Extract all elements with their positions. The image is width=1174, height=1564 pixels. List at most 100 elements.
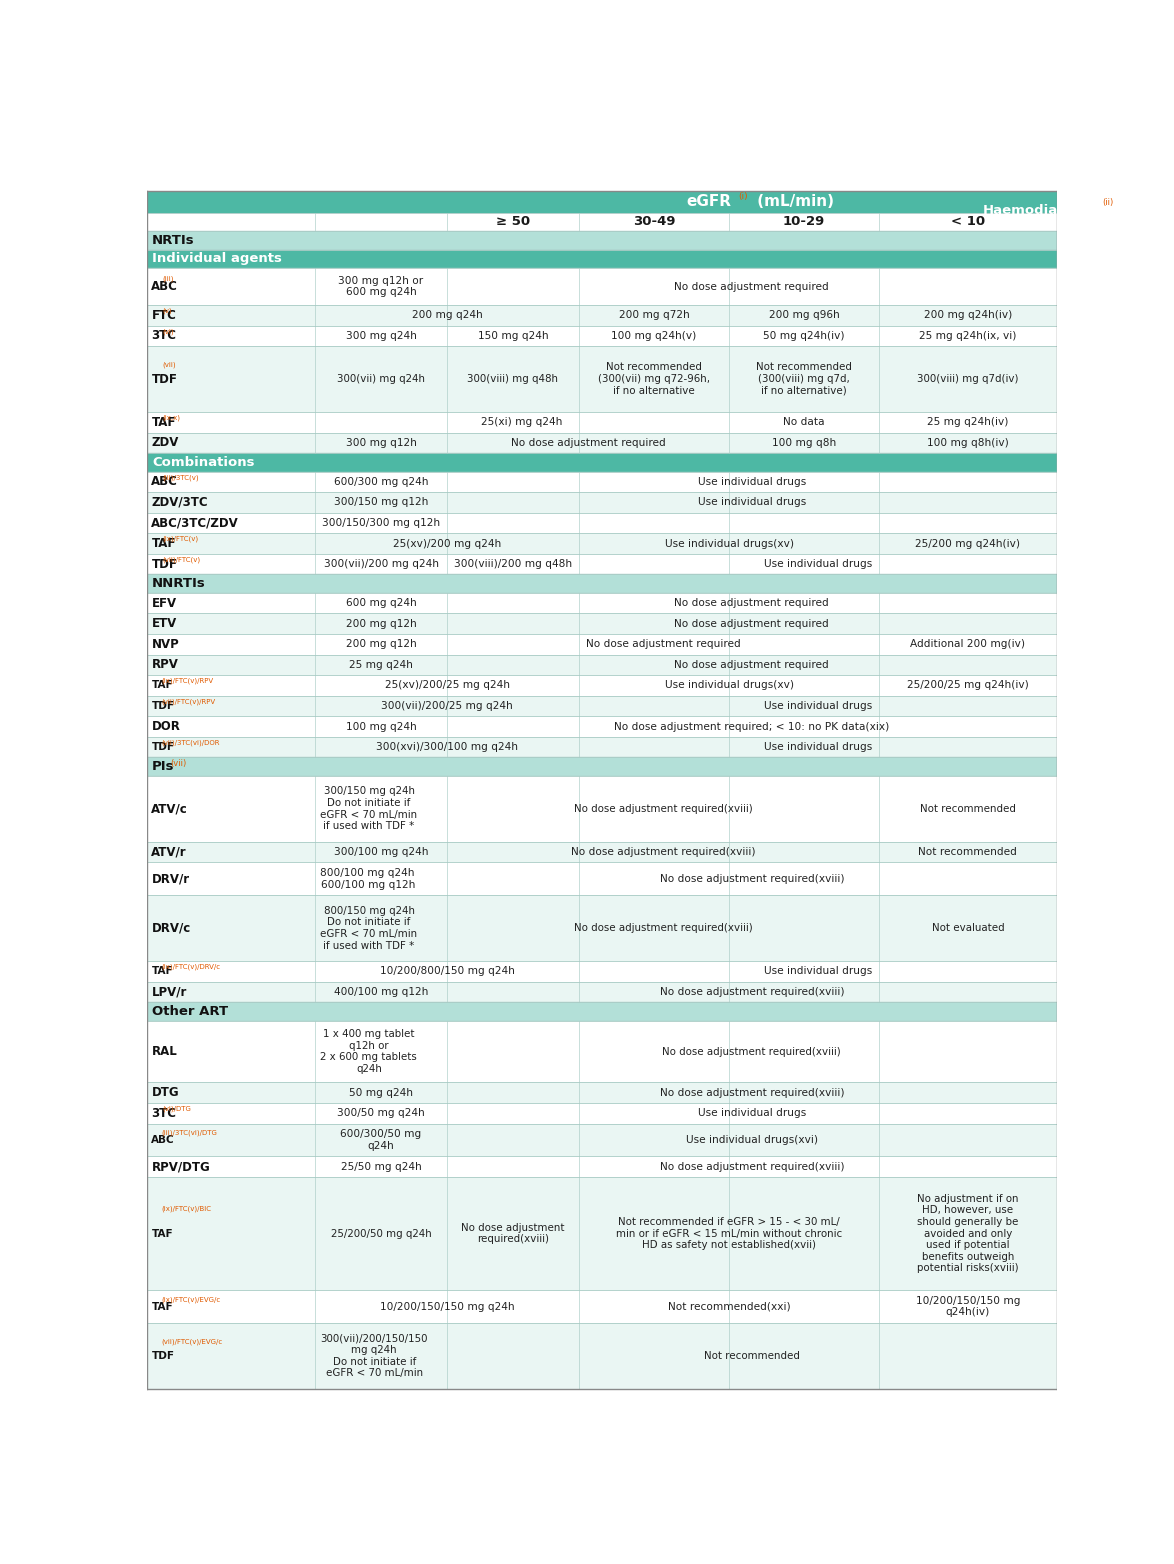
Bar xyxy=(147,454,1057,472)
Bar xyxy=(147,574,1057,593)
Text: ABC: ABC xyxy=(151,475,178,488)
Text: Not recommended
(300(vii) mg q72-96h,
if no alternative: Not recommended (300(vii) mg q72-96h, if… xyxy=(598,363,710,396)
Text: Not recommended: Not recommended xyxy=(918,848,1018,857)
Text: Not recommended: Not recommended xyxy=(704,1351,799,1361)
Text: 25/50 mg q24h: 25/50 mg q24h xyxy=(340,1162,421,1171)
Bar xyxy=(147,862,1057,895)
Text: 100 mg q8h: 100 mg q8h xyxy=(772,438,836,447)
Text: TDF: TDF xyxy=(151,558,177,571)
Text: 300(viii)/200 mg q48h: 300(viii)/200 mg q48h xyxy=(454,560,572,569)
Bar xyxy=(147,305,1057,325)
Text: 400/100 mg q12h: 400/100 mg q12h xyxy=(333,987,429,996)
Text: 300/50 mg q24h: 300/50 mg q24h xyxy=(337,1109,425,1118)
Text: Individual agents: Individual agents xyxy=(153,252,282,266)
Text: (vii)/FTC(v)/EVG/c: (vii)/FTC(v)/EVG/c xyxy=(162,1339,223,1345)
Bar xyxy=(147,1021,1057,1082)
Text: 3TC: 3TC xyxy=(151,1107,176,1120)
Bar xyxy=(147,513,1057,533)
Text: 25/200 mg q24h(iv): 25/200 mg q24h(iv) xyxy=(916,538,1020,549)
Text: (ii): (ii) xyxy=(1102,197,1114,206)
Text: 800/150 mg q24h
Do not initiate if
eGFR < 70 mL/min
if used with TDF *: 800/150 mg q24h Do not initiate if eGFR … xyxy=(321,906,418,951)
Text: ≥ 50: ≥ 50 xyxy=(495,216,529,228)
Text: 300(viii) mg q7d(iv): 300(viii) mg q7d(iv) xyxy=(917,374,1019,385)
Bar xyxy=(147,472,1057,493)
Text: PIs: PIs xyxy=(153,760,175,773)
Text: No dose adjustment required: No dose adjustment required xyxy=(674,619,829,629)
Text: (vii)/FTC(v): (vii)/FTC(v) xyxy=(163,557,201,563)
Text: No dose adjustment required: No dose adjustment required xyxy=(674,597,829,608)
Text: Not evaluated: Not evaluated xyxy=(932,923,1004,934)
Text: EFV: EFV xyxy=(151,597,176,610)
Bar xyxy=(147,213,1057,231)
Text: 200 mg q24h: 200 mg q24h xyxy=(412,310,483,321)
Text: 600/300/50 mg
q24h: 600/300/50 mg q24h xyxy=(340,1129,421,1151)
Text: 300/150 mg q24h
Do not initiate if
eGFR < 70 mL/min
if used with TDF *: 300/150 mg q24h Do not initiate if eGFR … xyxy=(321,787,418,830)
Text: Additional 200 mg(iv): Additional 200 mg(iv) xyxy=(910,640,1025,649)
Text: 300/150 mg q12h: 300/150 mg q12h xyxy=(333,497,429,507)
Text: LPV/r: LPV/r xyxy=(151,985,187,998)
Text: 25 mg q24h: 25 mg q24h xyxy=(349,660,413,669)
Bar xyxy=(147,1103,1057,1123)
Bar xyxy=(147,633,1057,655)
Bar xyxy=(147,716,1057,737)
Text: Not recommended
(300(viii) mg q7d,
if no alternative): Not recommended (300(viii) mg q7d, if no… xyxy=(756,363,852,396)
Text: No dose adjustment required(xviii): No dose adjustment required(xviii) xyxy=(662,1046,842,1057)
Text: (v): (v) xyxy=(163,308,173,314)
Text: DOR: DOR xyxy=(151,719,181,734)
Text: 200 mg q12h: 200 mg q12h xyxy=(345,619,417,629)
Text: (ix)/FTC(v): (ix)/FTC(v) xyxy=(163,536,198,543)
Text: 300 mg q24h: 300 mg q24h xyxy=(345,332,417,341)
Text: 25 mg q24h(iv): 25 mg q24h(iv) xyxy=(927,418,1008,427)
Text: (ix)/FTC(v)/EVG/c: (ix)/FTC(v)/EVG/c xyxy=(162,1297,221,1303)
Bar xyxy=(147,493,1057,513)
Text: 600 mg q24h: 600 mg q24h xyxy=(345,597,417,608)
Bar xyxy=(147,776,1057,841)
Bar xyxy=(147,613,1057,633)
Text: 300(vii)/200/25 mg q24h: 300(vii)/200/25 mg q24h xyxy=(382,701,513,712)
Bar xyxy=(147,346,1057,411)
Text: No dose adjustment required(xviii): No dose adjustment required(xviii) xyxy=(574,923,753,934)
Text: 25(xv)/200/25 mg q24h: 25(xv)/200/25 mg q24h xyxy=(385,680,510,690)
Bar xyxy=(147,1290,1057,1323)
Text: 200 mg q24h(iv): 200 mg q24h(iv) xyxy=(924,310,1012,321)
Text: No dose adjustment required(xviii): No dose adjustment required(xviii) xyxy=(660,1162,844,1171)
Text: 100 mg q24h: 100 mg q24h xyxy=(345,721,417,732)
Text: TAF: TAF xyxy=(151,680,173,690)
Bar xyxy=(147,737,1057,757)
Text: (vi): (vi) xyxy=(163,328,175,335)
Text: 3TC: 3TC xyxy=(151,330,176,343)
Text: TAF: TAF xyxy=(151,416,176,429)
Text: Combinations: Combinations xyxy=(153,455,255,469)
Text: No adjustment if on
HD, however, use
should generally be
avoided and only
used i: No adjustment if on HD, however, use sho… xyxy=(917,1193,1019,1273)
Text: No dose adjustment required(xviii): No dose adjustment required(xviii) xyxy=(660,987,844,996)
Text: No data: No data xyxy=(783,418,825,427)
Text: ZDV: ZDV xyxy=(151,436,178,449)
Text: No dose adjustment required(xviii): No dose adjustment required(xviii) xyxy=(660,1087,844,1098)
Text: TDF: TDF xyxy=(151,372,177,386)
Text: ABC: ABC xyxy=(151,1135,175,1145)
Text: 300/150/300 mg q12h: 300/150/300 mg q12h xyxy=(322,518,440,529)
Text: NNRTIs: NNRTIs xyxy=(153,577,205,590)
Text: Use individual drugs: Use individual drugs xyxy=(763,701,872,712)
Text: 25 mg q24h(ix, vi): 25 mg q24h(ix, vi) xyxy=(919,332,1017,341)
Text: 300(vii)/200/150/150
mg q24h
Do not initiate if
eGFR < 70 mL/min: 300(vii)/200/150/150 mg q24h Do not init… xyxy=(321,1334,429,1378)
Text: 100 mg q8h(iv): 100 mg q8h(iv) xyxy=(927,438,1008,447)
Text: (iii)/3TC(vi)/DTG: (iii)/3TC(vi)/DTG xyxy=(162,1129,217,1135)
Bar xyxy=(147,841,1057,862)
Text: 300(viii) mg q48h: 300(viii) mg q48h xyxy=(467,374,559,385)
Text: No dose adjustment required: No dose adjustment required xyxy=(586,640,741,649)
Text: RPV/DTG: RPV/DTG xyxy=(151,1160,210,1173)
Text: 300 mg q12h: 300 mg q12h xyxy=(345,438,417,447)
Bar xyxy=(147,1082,1057,1103)
Text: TAF: TAF xyxy=(151,536,176,551)
Bar xyxy=(147,191,1057,213)
Text: No dose adjustment required(xviii): No dose adjustment required(xviii) xyxy=(574,804,753,813)
Text: RAL: RAL xyxy=(151,1045,177,1057)
Text: NRTIs: NRTIs xyxy=(153,233,195,247)
Text: Use individual drugs: Use individual drugs xyxy=(763,967,872,976)
Text: 10-29: 10-29 xyxy=(783,216,825,228)
Text: Use individual drugs(xv): Use individual drugs(xv) xyxy=(664,680,794,690)
Text: 300/100 mg q24h: 300/100 mg q24h xyxy=(333,848,429,857)
Text: (vii): (vii) xyxy=(163,361,176,368)
Text: 300(vii)/200 mg q24h: 300(vii)/200 mg q24h xyxy=(324,560,439,569)
